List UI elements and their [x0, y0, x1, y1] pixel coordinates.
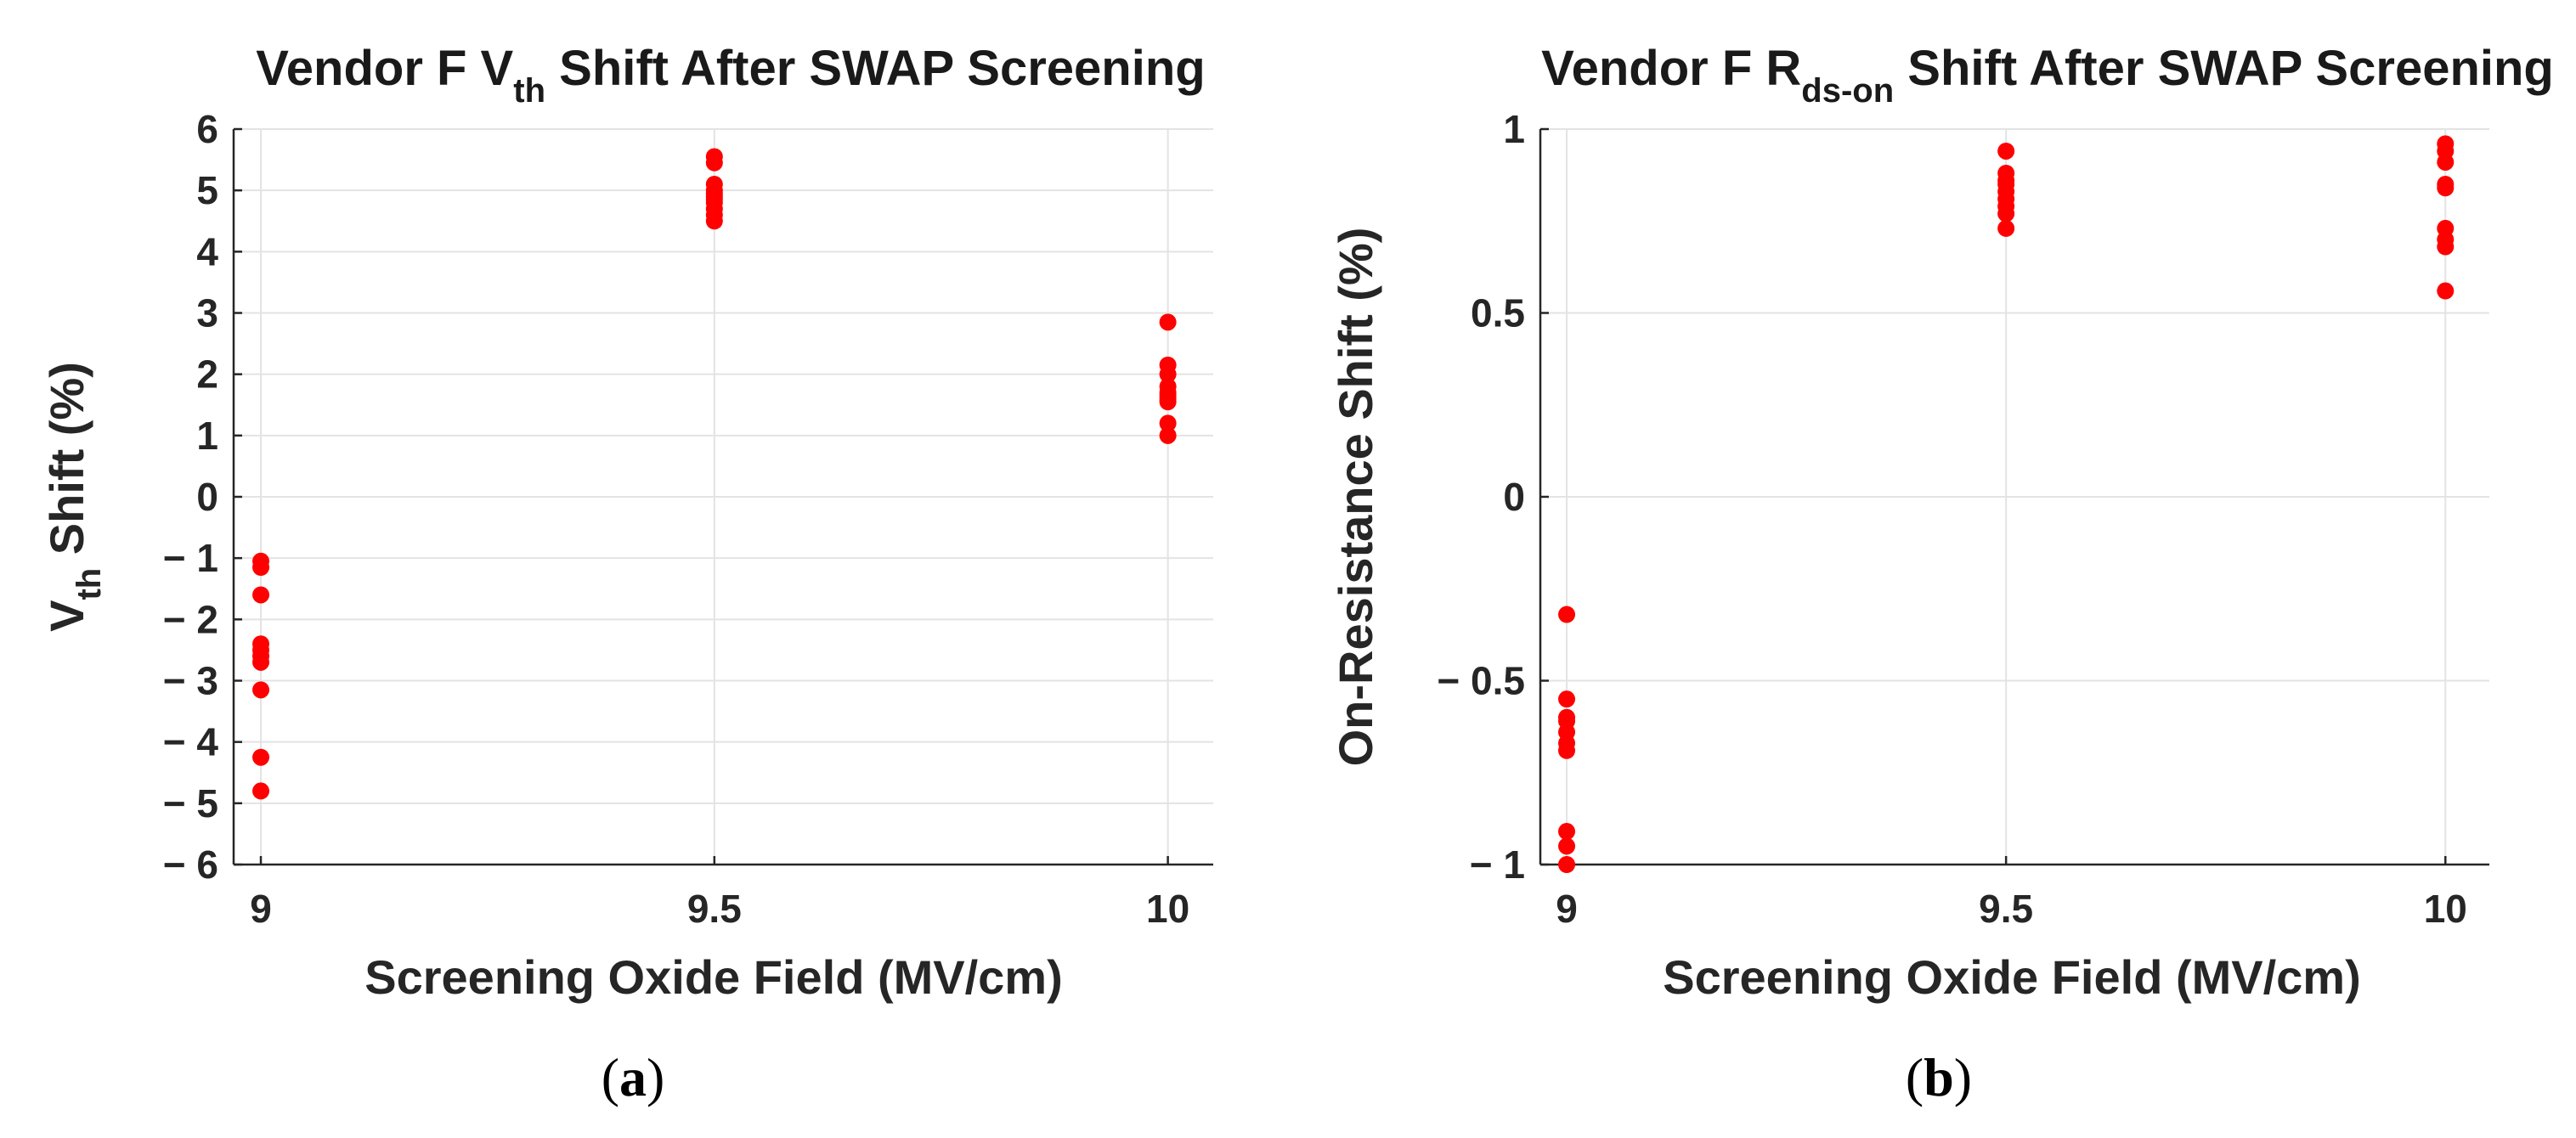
panel-label-b: (b)	[1906, 1047, 1972, 1107]
chart-b-point-0-7	[1558, 837, 1576, 855]
chart-a-x-tick-label-0: 9	[250, 887, 272, 931]
chart-b-tick-labels: 1 0.5 0 − 0.5 − 1 9 9.5 10	[1437, 107, 2466, 931]
chart-a-y-tick-label-8: − 2	[163, 597, 218, 641]
chart-a-title-subscript: th	[513, 72, 545, 110]
chart-b-title: Vendor F Rds-on Shift After SWAP Screeni…	[1541, 41, 2554, 110]
chart-a-y-label-part-1: V	[40, 600, 93, 632]
chart-b-axes	[1539, 127, 2489, 866]
chart-b-point-0-0	[1558, 606, 1576, 623]
chart-b-title-part-1: Vendor F R	[1541, 41, 1801, 96]
chart-b-point-0-9	[1558, 708, 1576, 726]
chart-a-grid	[234, 128, 1213, 865]
chart-a-point-0-11	[705, 154, 723, 172]
chart-a-x-tick-label-2: 10	[1146, 887, 1189, 931]
chart-a-point-0-29	[1159, 426, 1177, 444]
chart-b-x-tick-label-0: 9	[1556, 887, 1578, 931]
chart-b-y-tick-label-1: 0.5	[1471, 291, 1525, 335]
chart-b-points	[1558, 135, 2455, 873]
chart-a-y-tick-label-9: − 3	[163, 659, 218, 703]
chart-b-x-axis-label: Screening Oxide Field (MV/cm)	[1663, 950, 2361, 1004]
chart-a-y-tick-label-0: 6	[196, 107, 218, 151]
chart-b-point-0-27	[2437, 282, 2455, 300]
chart-b-y-tick-label-0: 1	[1503, 107, 1525, 151]
chart-a-point-0-18	[705, 212, 723, 230]
chart-b-y-axis-label: On-Resistance Shift (%)	[1329, 228, 1382, 767]
chart-b-point-0-18	[1997, 175, 2015, 193]
panel-label-a: (a)	[602, 1047, 665, 1107]
chart-b-title-part-2: Shift After SWAP Screening	[1894, 41, 2554, 96]
chart-b-grid	[1540, 128, 2489, 865]
chart-a-y-axis-label: Vth Shift (%)	[40, 362, 108, 632]
chart-a-y-tick-label-12: − 6	[163, 842, 218, 887]
chart-a-y-label-subscript: th	[71, 568, 108, 600]
chart-b-point-0-17	[1997, 219, 2015, 237]
chart-b-y-label-part-1: On-Resistance Shift (%)	[1329, 228, 1382, 767]
chart-a-point-0-20	[705, 188, 723, 206]
chart-b-point-0-10	[1997, 142, 2015, 160]
chart-a-point-0-28	[1159, 414, 1177, 432]
chart-a-y-tick-label-5: 1	[196, 414, 218, 458]
panel-label-a-letter: a	[619, 1047, 647, 1107]
chart-a-x-tick-label-1: 9.5	[687, 887, 742, 931]
chart-a-point-0-30	[1159, 386, 1177, 404]
chart-a-point-0-6	[252, 681, 270, 699]
chart-a-title-part-1: Vendor F V	[256, 41, 513, 96]
chart-b-x-tick-label-2: 10	[2424, 887, 2467, 931]
chart-b-title-subscript: ds-on	[1801, 72, 1894, 110]
chart-b-point-0-5	[1558, 741, 1576, 759]
chart-a-y-tick-label-11: − 5	[163, 781, 218, 825]
chart-a-point-0-1	[252, 558, 270, 576]
chart-a-title-part-2: Shift After SWAP Screening	[545, 41, 1206, 96]
chart-b-point-0-8	[1558, 856, 1576, 873]
chart-a-point-0-8	[252, 782, 270, 800]
chart-a-axes	[232, 127, 1213, 866]
chart-a-y-tick-label-1: 5	[196, 168, 218, 212]
chart-a-y-tick-label-3: 3	[196, 291, 218, 335]
panel-label-b-letter: b	[1924, 1047, 1954, 1107]
chart-a-y-label-part-2: Shift (%)	[40, 362, 93, 568]
panel-label-a-close: )	[647, 1047, 664, 1107]
chart-b-point-0-26	[2437, 238, 2455, 256]
chart-a-point-0-9	[252, 641, 270, 659]
chart-a-point-0-23	[1159, 365, 1177, 383]
chart-a-point-0-2	[252, 586, 270, 604]
chart-a-point-0-21	[1159, 313, 1177, 331]
chart-b-y-tick-label-2: 0	[1503, 475, 1525, 519]
chart-b-y-tick-label-4: − 1	[1470, 842, 1525, 887]
chart-b-y-tick-label-3: − 0.5	[1437, 659, 1525, 703]
chart-b-point-0-21	[2437, 153, 2455, 171]
chart-b-x-tick-label-1: 9.5	[1979, 887, 2033, 931]
chart-a-x-axis-label: Screening Oxide Field (MV/cm)	[364, 950, 1063, 1004]
chart-a-y-tick-label-2: 4	[196, 229, 218, 273]
chart-b-point-0-23	[2437, 179, 2455, 197]
chart-a-y-tick-label-4: 2	[196, 352, 218, 397]
chart-a-title: Vendor F Vth Shift After SWAP Screening	[256, 41, 1205, 110]
chart-a-y-tick-label-6: 0	[196, 475, 218, 519]
panel-label-b-open: (	[1906, 1047, 1924, 1107]
chart-a-y-tick-label-10: − 4	[163, 720, 219, 764]
panel-label-b-close: )	[1954, 1047, 1972, 1107]
chart-a-point-0-7	[252, 748, 270, 766]
chart-b-point-0-6	[1558, 823, 1576, 841]
chart-b-point-0-16	[1997, 205, 2015, 223]
chart-a-point-0-5	[252, 653, 270, 671]
chart-b-point-0-1	[1558, 690, 1576, 708]
panel-label-a-open: (	[602, 1047, 619, 1107]
chart-a-y-tick-label-7: − 1	[163, 536, 218, 580]
chart-a-points	[252, 148, 1177, 800]
chart-b: 1 0.5 0 − 0.5 − 1 9 9.5 10 Vendor F Rds-on Shif…	[1329, 41, 2554, 1107]
